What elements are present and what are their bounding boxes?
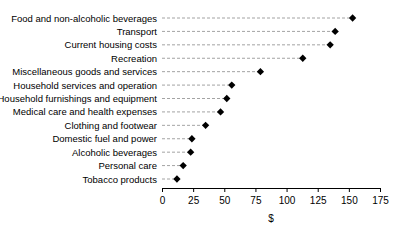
- x-tick-mark: [193, 188, 194, 192]
- x-tick-mark: [287, 188, 288, 192]
- x-tick-mark: [349, 188, 350, 192]
- leader-line: [162, 71, 260, 72]
- x-tick-mark: [162, 188, 163, 192]
- leader-line: [162, 58, 303, 59]
- x-tick: 125: [310, 188, 327, 206]
- x-tick: 0: [160, 188, 166, 206]
- y-tick-label: Miscellaneous goods and services: [12, 66, 157, 77]
- x-tick-mark: [255, 188, 256, 192]
- x-tick-label: 0: [160, 195, 166, 206]
- dot: [188, 135, 195, 142]
- x-axis-title: $: [268, 213, 274, 224]
- leader-line: [162, 111, 221, 112]
- y-tick-label: Personal care: [98, 160, 157, 171]
- y-tick: Medical care and health expenses: [13, 106, 157, 117]
- leader-line: [162, 18, 353, 19]
- x-tick-label: 125: [310, 195, 327, 206]
- x-tick-label: 100: [279, 195, 296, 206]
- dot: [180, 162, 187, 169]
- dot: [332, 28, 339, 35]
- leader-line: [162, 125, 206, 126]
- y-tick-label: Alcoholic beverages: [72, 147, 157, 158]
- y-tick: Domestic fuel and power: [52, 133, 157, 144]
- dot: [299, 55, 306, 62]
- x-axis-line: [163, 188, 381, 189]
- x-tick-mark: [380, 188, 381, 192]
- x-tick: 100: [279, 188, 296, 206]
- x-tick-label: 150: [341, 195, 358, 206]
- leader-line: [162, 152, 191, 153]
- y-tick: Alcoholic beverages: [72, 147, 157, 158]
- dot: [228, 81, 235, 88]
- chart: 0 25 50 75 100 125 150 175 Food and non-alcoholi…: [0, 0, 397, 227]
- y-tick-label: Household services and operation: [13, 80, 157, 91]
- x-tick-label: 175: [372, 195, 389, 206]
- y-tick-label: Food and non-alcoholic beverages: [11, 13, 157, 24]
- y-tick: Clothing and footwear: [65, 120, 157, 131]
- y-tick: Food and non-alcoholic beverages: [11, 13, 157, 24]
- x-tick-label: 50: [219, 195, 231, 206]
- y-tick-label: Transport: [117, 26, 158, 37]
- y-tick: Miscellaneous goods and services: [12, 66, 157, 77]
- x-tick: 75: [250, 188, 262, 206]
- y-tick-label: Household furnishings and equipment: [0, 93, 157, 104]
- dot: [217, 108, 224, 115]
- leader-line: [162, 138, 192, 139]
- dot: [257, 68, 264, 75]
- y-tick: Recreation: [111, 53, 157, 64]
- x-tick: 25: [188, 188, 200, 206]
- y-tick: Current housing costs: [65, 39, 158, 50]
- leader-line: [162, 85, 232, 86]
- y-tick-label: Domestic fuel and power: [52, 133, 157, 144]
- dot: [187, 149, 194, 156]
- x-tick: 175: [372, 188, 389, 206]
- leader-line: [162, 98, 227, 99]
- dot: [327, 41, 334, 48]
- y-tick: Household furnishings and equipment: [0, 93, 157, 104]
- plot-area: [162, 14, 356, 182]
- leader-line: [162, 44, 330, 45]
- y-tick-label: Tobacco products: [83, 174, 158, 185]
- x-axis: 0 25 50 75 100 125 150 175: [160, 188, 390, 206]
- y-tick: Personal care: [98, 160, 157, 171]
- y-tick: Transport: [117, 26, 158, 37]
- x-tick-mark: [224, 188, 225, 192]
- y-tick-label: Clothing and footwear: [65, 120, 157, 131]
- x-tick-label: 75: [250, 195, 262, 206]
- x-tick: 50: [219, 188, 231, 206]
- y-tick-label: Medical care and health expenses: [13, 106, 157, 117]
- y-tick: Household services and operation: [13, 80, 157, 91]
- x-tick: 150: [341, 188, 358, 206]
- x-tick-label: 25: [188, 195, 200, 206]
- x-tick-mark: [318, 188, 319, 192]
- y-tick: Tobacco products: [83, 174, 158, 185]
- y-axis: Food and non-alcoholic beverages Transpor…: [0, 13, 157, 185]
- y-tick-label: Current housing costs: [65, 39, 158, 50]
- leader-line: [162, 31, 335, 32]
- dot: [223, 95, 230, 102]
- dot: [349, 14, 356, 21]
- y-tick-label: Recreation: [111, 53, 157, 64]
- dot: [173, 175, 180, 182]
- dot: [202, 122, 209, 129]
